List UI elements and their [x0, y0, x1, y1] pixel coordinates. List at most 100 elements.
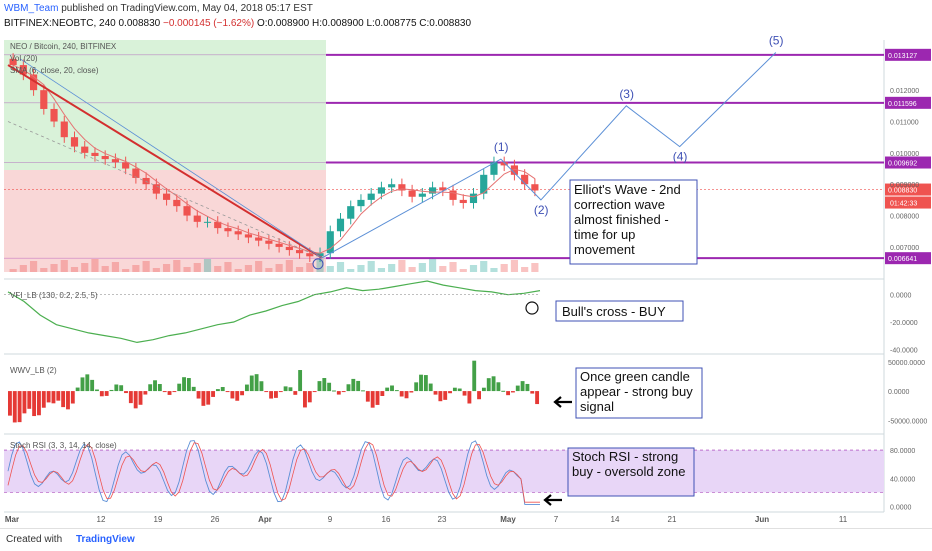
wwv-bar	[157, 384, 162, 392]
downtrend-line	[7, 64, 323, 259]
time-tick-label: 19	[154, 515, 163, 524]
countdown-tag	[885, 196, 931, 209]
wwv-bar	[428, 383, 433, 392]
price-tick-label: 0.012000	[890, 88, 919, 95]
time-tick-label: 11	[839, 515, 848, 524]
candle-body	[122, 162, 130, 169]
wwv-bar	[477, 391, 481, 400]
candle-body	[316, 253, 324, 257]
wwv-bar	[283, 386, 288, 392]
time-tick-label: Mar	[5, 515, 19, 524]
wwv-bar	[211, 391, 215, 397]
candle-body	[152, 184, 160, 194]
wwv-bar	[220, 387, 225, 392]
wwv-bar	[99, 391, 104, 397]
wwv-bar	[530, 391, 535, 394]
wwv-bar	[380, 391, 385, 396]
wwv-bar	[215, 389, 220, 392]
wwv-bar	[385, 387, 390, 392]
candle-body	[439, 187, 447, 191]
wwv-note: Once green candle appear - strong buy si…	[580, 369, 693, 414]
wwv-bar	[264, 391, 269, 393]
wwv-bar	[8, 391, 12, 416]
volume-bar	[336, 262, 345, 272]
bull-zone-bg	[4, 40, 326, 170]
candle-body	[377, 187, 386, 194]
wwv-bar	[438, 391, 443, 402]
time-tick-label: 26	[211, 515, 220, 524]
volume-bar	[275, 264, 283, 272]
wwv-bar	[515, 385, 520, 392]
volume-bar	[439, 266, 447, 272]
wwv-bar	[341, 391, 346, 393]
wwv-bar	[46, 391, 51, 403]
wwv-bar	[419, 374, 423, 392]
volume-bar	[9, 269, 17, 272]
time-tick-label: 14	[611, 515, 620, 524]
volume-bar	[234, 269, 242, 272]
wwv-bar	[361, 390, 365, 392]
wwv-bar	[423, 375, 428, 392]
volume-bar	[377, 268, 386, 272]
wwv-bar	[22, 391, 27, 414]
wwv-bar	[535, 391, 540, 405]
candle-body	[336, 218, 345, 232]
volume-bar	[132, 265, 140, 272]
candle-body	[285, 246, 293, 251]
legend-sma: SMA (6, close, 20, close)	[10, 66, 99, 75]
time-tick-label: 23	[438, 515, 447, 524]
sma-line	[12, 64, 536, 254]
level-tag	[885, 156, 931, 169]
wwv-bar	[85, 374, 90, 392]
volume-bar	[224, 262, 232, 272]
price-tick-label: 0.008000	[890, 214, 919, 221]
volume-bar	[265, 268, 273, 272]
wwv-bar	[177, 383, 182, 392]
wwv-bar	[225, 391, 230, 393]
wwv-bar	[293, 391, 298, 395]
volume-bar	[408, 267, 416, 272]
candle-body	[398, 184, 406, 191]
axis-labels: 0.007000 0.008000 0.009000 0.010000 0.011000…	[5, 88, 928, 524]
level-tag-text: 0.011596	[888, 101, 917, 108]
candle-body	[224, 228, 232, 232]
time-tick-label: Apr	[258, 515, 272, 524]
wwv-bar	[525, 383, 530, 392]
wwv-bar	[235, 391, 240, 401]
stoch-arrow-icon	[543, 494, 562, 506]
wwv-bar	[506, 391, 511, 396]
wwv-bar	[462, 391, 467, 396]
volume-bar	[469, 265, 478, 272]
volume-bar	[398, 260, 406, 272]
wwv-bar	[448, 391, 452, 394]
bear-zone-bg	[4, 170, 326, 272]
author-link[interactable]: WBM_Team	[4, 3, 59, 14]
candle-body	[388, 184, 396, 188]
candle-body	[193, 215, 201, 222]
stoch-tick-label: 80.0000	[890, 448, 915, 455]
stoch-note: Stoch RSI - strong buy - oversold zone	[572, 449, 686, 479]
wwv-bar	[481, 387, 486, 392]
time-tick-label: 7	[554, 515, 559, 524]
level-tag-text: 0.009692	[888, 161, 917, 168]
tradingview-logo[interactable]: TradingView	[76, 534, 135, 545]
stoch-tick-label: 0.0000	[890, 504, 912, 511]
candle-body	[81, 146, 89, 153]
wave-label: (3)	[619, 87, 634, 101]
wwv-bar	[124, 391, 128, 394]
wwv-bar	[433, 391, 438, 395]
volume-bar	[428, 259, 437, 272]
volume-bar	[173, 260, 181, 272]
wwv-note-box	[575, 367, 703, 419]
symbol-line: BITFINEX:NEOBTC, 240 0.008830 −0.000145 …	[4, 18, 471, 29]
volume-bar	[285, 260, 293, 272]
price-tag	[885, 183, 931, 196]
volume-bar	[203, 259, 212, 272]
wwv-bar	[409, 391, 414, 393]
price-tick-label: 0.011000	[890, 120, 919, 127]
wwv-bar	[510, 391, 515, 393]
candle-body	[347, 206, 355, 219]
candle-body	[101, 156, 109, 160]
symbol-label: BITFINEX:NEOBTC, 240	[4, 18, 116, 29]
level-tag-text: 0.006641	[888, 256, 917, 263]
